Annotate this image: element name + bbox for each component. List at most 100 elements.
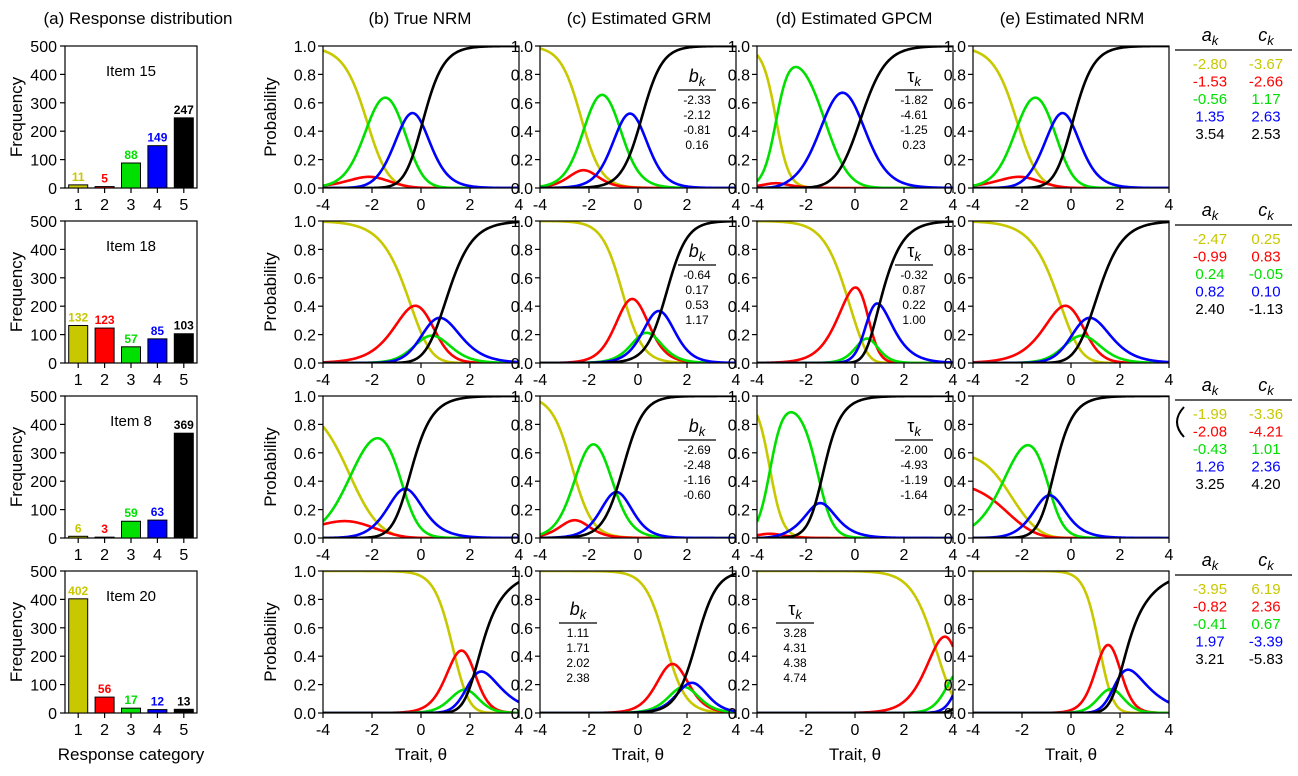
bar-value-label: 13 <box>177 694 191 708</box>
curve-y-tick-label: 0.0 <box>944 181 966 198</box>
curve-x-tick-label: 4 <box>515 722 524 739</box>
curve-true-nrm-cat3 <box>323 96 519 188</box>
param-value: -2.12 <box>683 108 711 122</box>
curve-x-tick-label: 4 <box>1165 547 1174 564</box>
item-label: Item 18 <box>106 238 156 255</box>
item-label: Item 15 <box>106 63 156 80</box>
c-value: 2.36 <box>1251 599 1280 616</box>
curve-x-tick-label: 4 <box>515 197 524 214</box>
bar <box>120 346 142 364</box>
c-value: -2.66 <box>1249 74 1283 91</box>
curve-x-tick-label: 0 <box>417 197 426 214</box>
curve-y-tick-label: 0.0 <box>728 531 750 548</box>
curve-est-gpcm-cat1 <box>757 221 953 363</box>
curve-x-tick-label: -2 <box>1015 197 1029 214</box>
curve-y-tick-label: 0.6 <box>294 96 316 113</box>
bar-y-tick-label: 500 <box>30 389 57 406</box>
curve-x-tick-label: -4 <box>316 722 330 739</box>
item-label: Item 8 <box>110 413 152 430</box>
a-value: 1.26 <box>1195 459 1224 476</box>
a-value: -3.95 <box>1193 581 1227 598</box>
curve-y-tick-label: 0.2 <box>728 678 750 695</box>
curve-x-tick-label: 0 <box>634 722 643 739</box>
bar <box>68 535 89 539</box>
a-value: -1.53 <box>1193 74 1227 91</box>
bar-x-tick-label: 4 <box>153 372 162 389</box>
curve-y-tick-label: 1.0 <box>511 214 533 231</box>
curve-y-tick-label: 0.6 <box>728 271 750 288</box>
bar-y-axis-label: Frequency <box>7 76 26 157</box>
curve-y-tick-label: 0.4 <box>511 299 533 316</box>
curve-y-tick-label: 0.8 <box>511 242 533 259</box>
panel-title: (d) Estimated GPCM <box>776 9 933 28</box>
param-header: τk <box>907 241 922 264</box>
curve-y-tick-label: 1.0 <box>944 564 966 581</box>
curve-x-tick-label: 4 <box>732 197 741 214</box>
curve-y-tick-label: 1.0 <box>944 39 966 56</box>
curve-y-tick-label: 0.4 <box>728 124 750 141</box>
c-value: 2.63 <box>1251 109 1280 126</box>
curve-est-grm-cat3 <box>540 331 736 363</box>
c-value: 1.17 <box>1251 91 1280 108</box>
curve-x-tick-label: 2 <box>900 197 909 214</box>
curve-y-tick-label: 0.2 <box>294 503 316 520</box>
curve-x-tick-label: 2 <box>466 722 475 739</box>
curve-x-tick-label: 4 <box>732 372 741 389</box>
curve-y-tick-label: 0.0 <box>728 706 750 723</box>
bar-value-label: 369 <box>174 418 194 432</box>
panel-title: (a) Response distribution <box>44 9 233 28</box>
curve-x-tick-label: 2 <box>466 197 475 214</box>
curve-y-tick-label: 0.6 <box>944 271 966 288</box>
param-header: bk <box>689 66 707 89</box>
bar-value-label: 5 <box>101 172 108 186</box>
curve-y-tick-label: 0.6 <box>294 271 316 288</box>
curve-x-tick-label: 2 <box>683 722 692 739</box>
bar <box>94 186 115 189</box>
curve-y-tick-label: 0.0 <box>944 531 966 548</box>
bar-y-tick-label: 500 <box>30 564 57 581</box>
curve-x-tick-label: 0 <box>417 372 426 389</box>
curve-y-tick-label: 1.0 <box>294 389 316 406</box>
param-value: 4.74 <box>783 671 807 685</box>
curve-y-tick-label: 0.2 <box>944 503 966 520</box>
curve-x-tick-label: -4 <box>750 197 764 214</box>
curve-x-tick-label: 2 <box>1116 547 1125 564</box>
bar-x-tick-label: 1 <box>74 197 83 214</box>
curve-y-tick-label: 0.0 <box>294 531 316 548</box>
param-value: -1.25 <box>900 123 928 137</box>
curve-y-tick-label: 0.6 <box>511 96 533 113</box>
curve-x-tick-label: -2 <box>799 372 813 389</box>
bar-y-tick-label: 400 <box>30 417 57 434</box>
curve-y-tick-label: 0.8 <box>294 417 316 434</box>
curve-y-tick-label: 0.6 <box>294 446 316 463</box>
c-value: 0.10 <box>1251 284 1280 301</box>
curve-y-tick-label: 0.8 <box>728 417 750 434</box>
curve-x-tick-label: 4 <box>949 372 958 389</box>
curve-y-tick-label: 0.2 <box>511 328 533 345</box>
curve-est-gpcm-cat5 <box>757 221 953 363</box>
bar <box>94 327 115 364</box>
bar-x-tick-label: 2 <box>100 197 109 214</box>
curve-y-tick-label: 0.6 <box>728 621 750 638</box>
curve-y-tick-label: 0.6 <box>511 271 533 288</box>
param-value: 0.16 <box>685 138 709 152</box>
param-value: 4.31 <box>783 641 807 655</box>
c-header: ck <box>1258 25 1275 48</box>
curve-x-tick-label: -2 <box>365 197 379 214</box>
curve-est-nrm-cat2 <box>973 643 1169 713</box>
a-header: ak <box>1202 375 1220 398</box>
a-header: ak <box>1202 25 1220 48</box>
c-value: -5.83 <box>1249 651 1283 668</box>
curve-est-gpcm-cat3 <box>757 410 953 538</box>
curve-y-tick-label: 0.0 <box>294 706 316 723</box>
c-value: 0.67 <box>1251 616 1280 633</box>
bar-x-tick-label: 3 <box>127 547 136 564</box>
bar-y-tick-label: 200 <box>30 299 57 316</box>
a-value: 1.97 <box>1195 634 1224 651</box>
curve-y-tick-label: 0.2 <box>511 678 533 695</box>
curve-x-tick-label: -4 <box>316 197 330 214</box>
bar-y-tick-label: 0 <box>48 531 57 548</box>
curve-x-tick-label: 4 <box>949 722 958 739</box>
bar-value-label: 402 <box>68 584 88 598</box>
curve-true-nrm-cat5 <box>323 221 519 363</box>
